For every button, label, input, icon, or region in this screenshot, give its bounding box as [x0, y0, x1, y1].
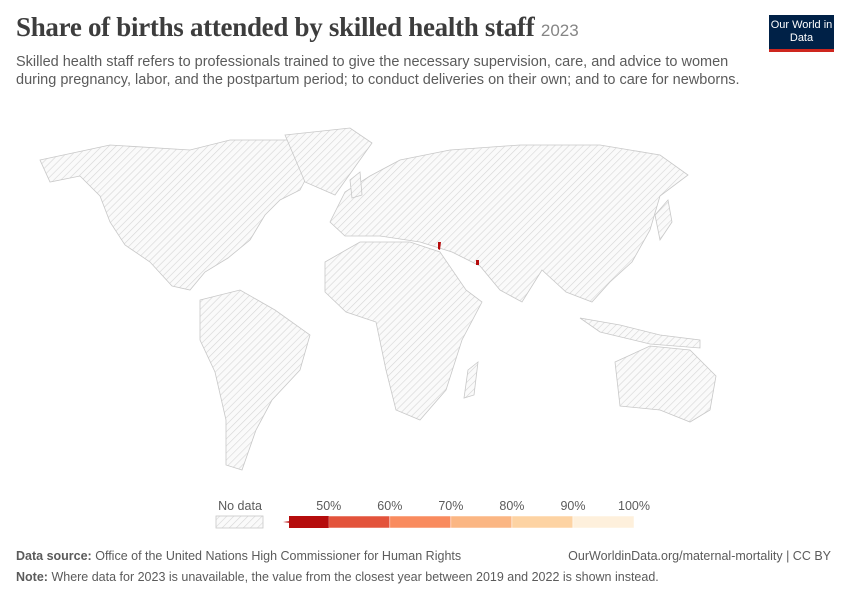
legend-tick-label: 60% [377, 499, 402, 513]
eurasia [329, 144, 689, 303]
no-data-label: No data [218, 499, 262, 513]
legend-tick-label: 70% [438, 499, 463, 513]
no-data-swatch [215, 515, 264, 529]
south-america [199, 289, 311, 471]
year: 2023 [540, 21, 579, 40]
subtitle: Skilled health staff refers to professio… [16, 54, 740, 88]
qatar [476, 260, 479, 265]
legend: No data 50% 60% 70% 80% 90% 100% [215, 499, 650, 529]
source-text: Office of the United Nations High Commis… [95, 549, 462, 563]
japan [654, 199, 673, 242]
logo[interactable]: Our World in Data [769, 15, 834, 52]
uk [349, 171, 363, 199]
africa [324, 241, 483, 421]
note: Note: Where data for 2023 is unavailable… [16, 570, 659, 584]
north-america [39, 139, 321, 291]
legend-tick-label: 50% [316, 499, 341, 513]
israel [438, 242, 441, 250]
legend-bin [572, 515, 635, 529]
title: Share of births attended by skilled heal… [16, 12, 579, 43]
greenland [284, 127, 373, 196]
madagascar [463, 361, 479, 399]
title-text: Share of births attended by skilled heal… [16, 12, 535, 42]
legend-bin [389, 515, 452, 529]
legend-bin [328, 515, 391, 529]
australia [614, 345, 717, 423]
legend-bin [289, 516, 329, 528]
legend-tick-label: 90% [560, 499, 585, 513]
legend-tick-label: 80% [499, 499, 524, 513]
url[interactable]: OurWorldinData.org/maternal-mortality | … [568, 549, 831, 563]
legend-tick-label: 100% [618, 499, 650, 513]
note-text: Where data for 2023 is unavailable, the … [51, 570, 659, 584]
legend-bin [511, 515, 574, 529]
indonesia [579, 317, 701, 349]
source-label: Data source: [16, 549, 92, 563]
note-label: Note: [16, 570, 48, 584]
legend-bin [450, 515, 513, 529]
source: Data source: Office of the United Nation… [16, 549, 461, 563]
countries [39, 127, 717, 471]
